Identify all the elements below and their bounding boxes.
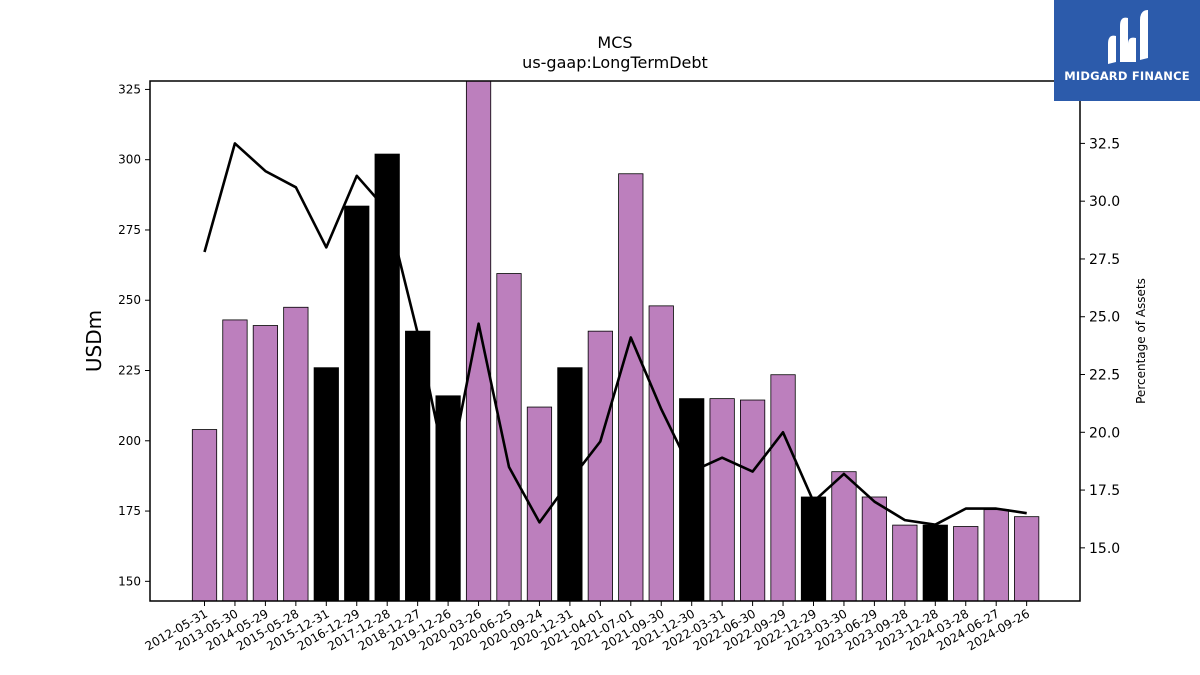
bar-group xyxy=(191,81,1040,601)
percentage-line xyxy=(203,142,1027,527)
bar-2023-09-28 xyxy=(892,524,918,601)
bar-2017-12-28 xyxy=(374,153,400,601)
bar-2020-12-31 xyxy=(557,367,583,601)
bar-2022-09-29 xyxy=(770,374,796,601)
bar-2020-03-26 xyxy=(465,81,492,601)
bar-2022-06-30 xyxy=(740,399,766,601)
bar-2024-03-28 xyxy=(953,526,979,601)
bar-2021-07-01 xyxy=(618,173,644,601)
bar-2019-12-26 xyxy=(435,395,461,601)
y2-tick-label: 32.5 xyxy=(1089,136,1120,152)
bar-2021-04-01 xyxy=(587,330,613,601)
bar-2020-06-25 xyxy=(496,273,522,601)
midgard-finance-logo: MIDGARD FINANCE xyxy=(1054,0,1200,101)
bar-2016-12-29 xyxy=(344,205,370,601)
y-tick-label: 300 xyxy=(118,153,141,167)
bar-2015-12-31 xyxy=(313,367,339,601)
bar-2022-03-31 xyxy=(709,398,735,601)
bar-2021-12-30 xyxy=(679,398,705,601)
bar-2014-05-29 xyxy=(252,325,278,601)
logo-mark-icon xyxy=(1108,10,1148,64)
y-tick-label: 275 xyxy=(118,223,141,237)
bar-2021-09-30 xyxy=(648,305,674,601)
y2-tick-label: 25.0 xyxy=(1089,310,1120,326)
logo-text: MIDGARD FINANCE xyxy=(1064,69,1190,83)
bar-2022-12-29 xyxy=(800,496,827,601)
bar-2023-03-30 xyxy=(831,471,857,601)
y2-tick-label: 17.5 xyxy=(1089,483,1120,499)
y2-tick-label: 27.5 xyxy=(1089,252,1120,268)
bar-2020-09-24 xyxy=(526,406,553,601)
y-axis-label: USDm xyxy=(82,310,106,372)
y-tick-label: 325 xyxy=(118,82,141,96)
chart-title: MCS xyxy=(597,33,632,52)
y-tick-label: 200 xyxy=(118,434,141,448)
y-tick-label: 150 xyxy=(118,574,141,588)
bar-2023-06-29 xyxy=(861,496,888,601)
bar-2015-05-28 xyxy=(283,306,309,601)
plot-frame xyxy=(149,80,1081,602)
chart-subtitle: us-gaap:LongTermDebt xyxy=(522,53,708,72)
line-group xyxy=(203,142,1027,527)
y2-tick-label: 22.5 xyxy=(1089,368,1120,384)
y-tick-label: 250 xyxy=(118,293,141,307)
y-tick-label: 175 xyxy=(118,504,141,518)
y2-tick-label: 30.0 xyxy=(1089,194,1120,210)
y2-tick-label: 15.0 xyxy=(1089,541,1120,557)
bar-2023-12-28 xyxy=(922,524,948,601)
y2-tick-label: 20.0 xyxy=(1089,425,1120,441)
bar-2024-09-26 xyxy=(1014,516,1040,601)
bar-2024-06-27 xyxy=(983,509,1009,601)
y2-axis-label: Percentage of Assets xyxy=(1134,278,1148,404)
y-tick-label: 225 xyxy=(118,364,141,378)
bar-2012-05-31 xyxy=(191,429,218,601)
bar-2013-05-30 xyxy=(222,319,248,601)
